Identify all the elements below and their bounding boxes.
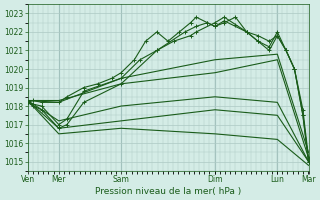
X-axis label: Pression niveau de la mer( hPa ): Pression niveau de la mer( hPa ) xyxy=(95,187,241,196)
